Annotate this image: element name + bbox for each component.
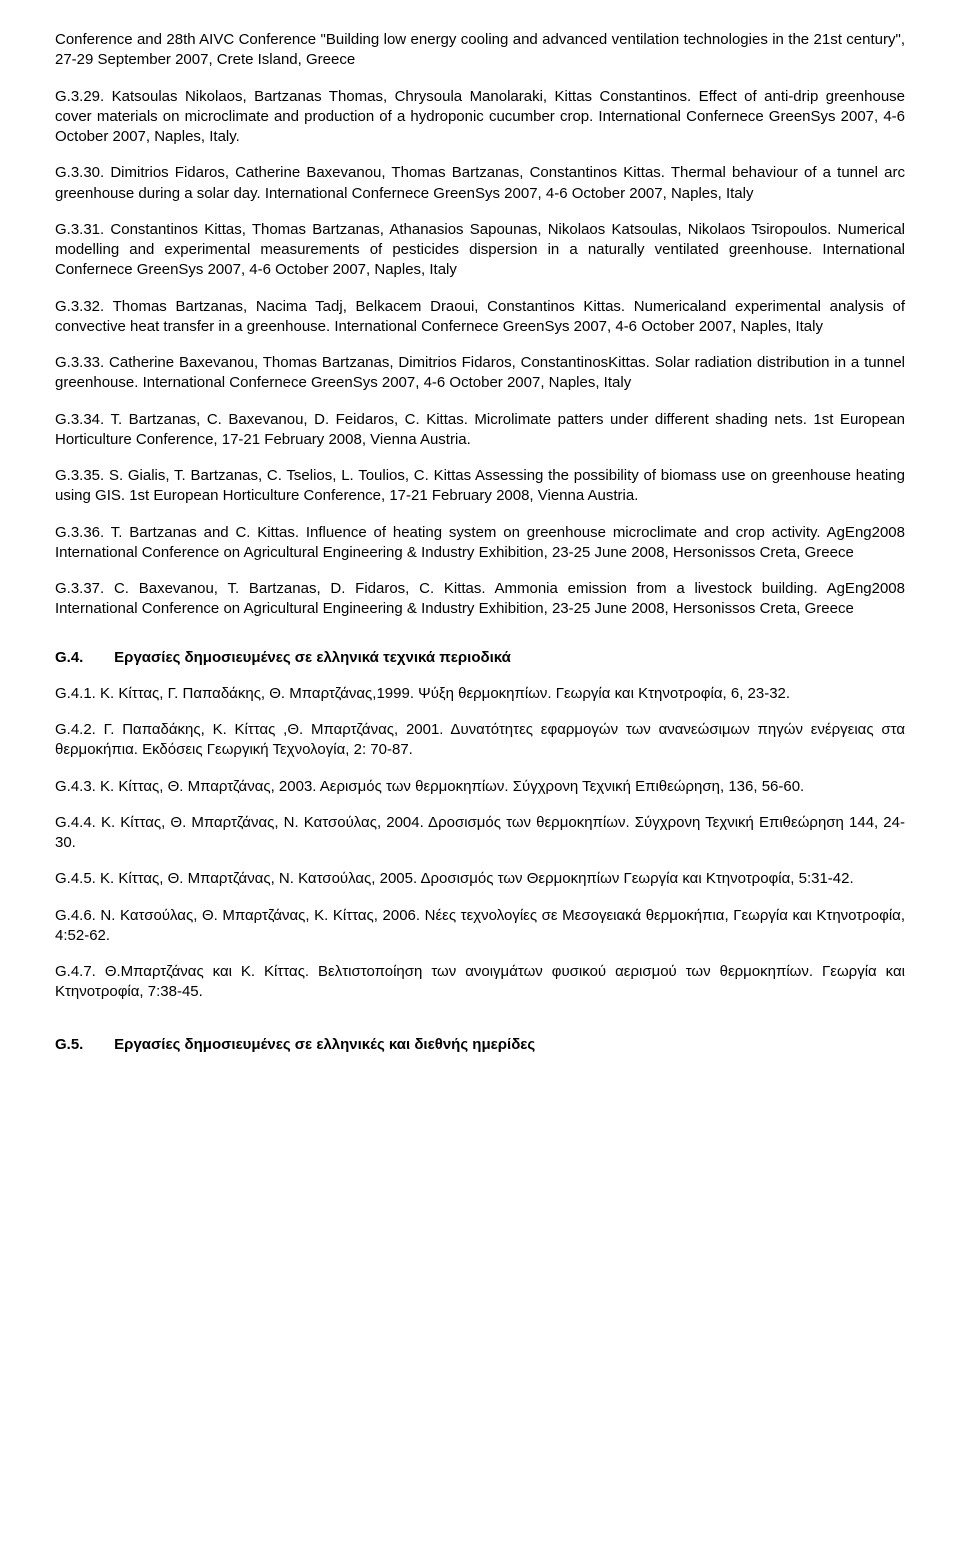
section-g5-title: Εργασίες δημοσιευμένες σε ελληνικές και …	[114, 1036, 535, 1053]
bib-entry: G.4.4. Κ. Κίττας, Θ. Μπαρτζάνας, Ν. Κατσ…	[55, 813, 905, 854]
section-g4-heading: G.4. Εργασίες δημοσιευμένες σε ελληνικά …	[55, 648, 905, 668]
bib-entry: G.3.34. T. Bartzanas, C. Baxevanou, D. F…	[55, 410, 905, 451]
bib-entry: G.4.6. Ν. Κατσούλας, Θ. Μπαρτζάνας, Κ. Κ…	[55, 906, 905, 947]
bib-entry: G.3.31. Constantinos Kittas, Thomas Bart…	[55, 220, 905, 281]
bib-entry: G.4.3. Κ. Κίττας, Θ. Μπαρτζάνας, 2003. Α…	[55, 777, 905, 797]
bib-entry: G.3.33. Catherine Baxevanou, Thomas Bart…	[55, 353, 905, 394]
bib-entry: G.3.30. Dimitrios Fidaros, Catherine Bax…	[55, 163, 905, 204]
bib-entry: G.4.5. Κ. Κίττας, Θ. Μπαρτζάνας, Ν. Κατσ…	[55, 869, 905, 889]
section-g5-number: G.5.	[55, 1035, 110, 1055]
bib-entry: G.3.32. Thomas Bartzanas, Nacima Tadj, B…	[55, 297, 905, 338]
section-g5-heading: G.5. Εργασίες δημοσιευμένες σε ελληνικές…	[55, 1035, 905, 1055]
bib-entry: G.4.2. Γ. Παπαδάκης, Κ. Κίττας ,Θ. Μπαρτ…	[55, 720, 905, 761]
bib-entry: G.3.37. C. Baxevanou, T. Bartzanas, D. F…	[55, 579, 905, 620]
bib-entry: G.3.36. T. Bartzanas and C. Kittas. Infl…	[55, 523, 905, 564]
intro-tail: Conference and 28th AIVC Conference "Bui…	[55, 30, 905, 71]
bib-entry: G.3.35. S. Gialis, T. Bartzanas, C. Tsel…	[55, 466, 905, 507]
bib-entry: G.4.1. Κ. Κίττας, Γ. Παπαδάκης, Θ. Μπαρτ…	[55, 684, 905, 704]
bib-entry: G.4.7. Θ.Μπαρτζάνας και Κ. Κίττας. Βελτι…	[55, 962, 905, 1003]
section-g4-number: G.4.	[55, 648, 110, 668]
bib-entry: G.3.29. Katsoulas Nikolaos, Bartzanas Th…	[55, 87, 905, 148]
section-g4-title: Εργασίες δημοσιευμένες σε ελληνικά τεχνι…	[114, 649, 511, 666]
